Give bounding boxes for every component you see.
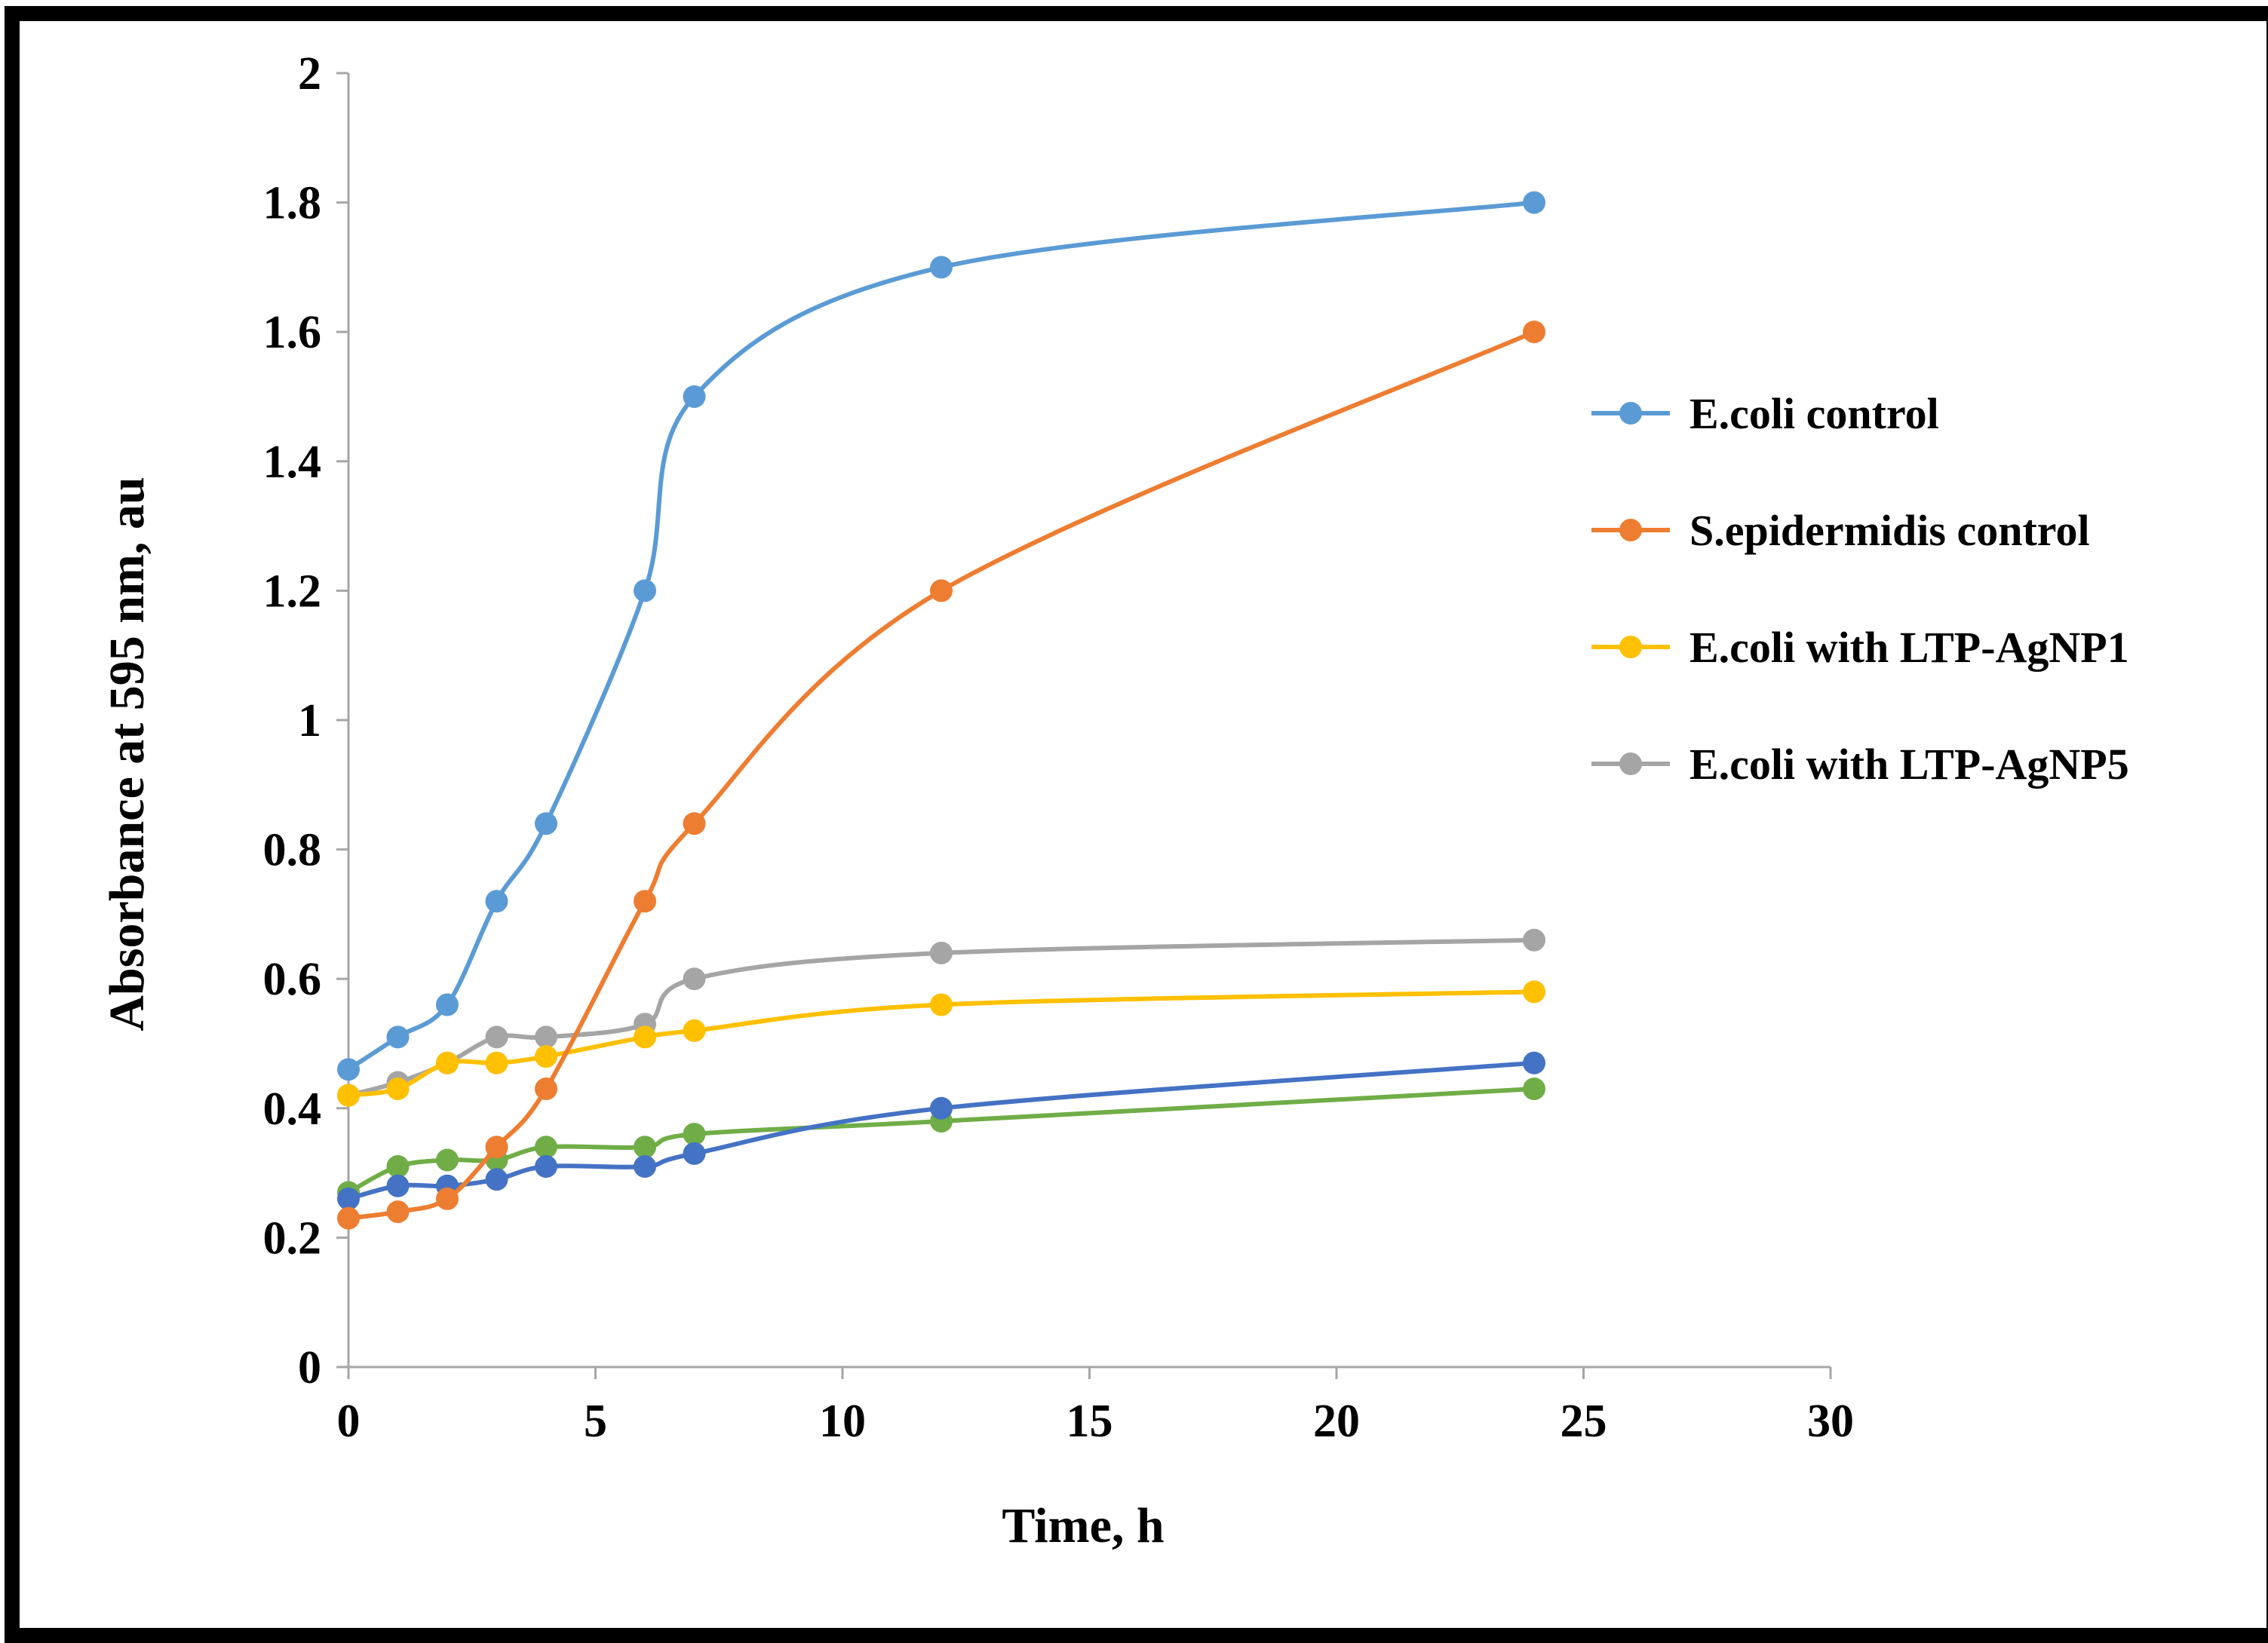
data-point: [683, 1019, 706, 1042]
data-point: [1523, 928, 1545, 952]
data-point: [485, 1051, 508, 1074]
data-point: [535, 812, 557, 835]
data-point: [930, 941, 953, 964]
series-line: [346, 330, 1536, 1221]
legend-marker: [1619, 753, 1642, 775]
data-point: [337, 1187, 360, 1210]
legend-marker: [1619, 636, 1642, 658]
y-tick-label: 0.2: [263, 1212, 322, 1264]
data-point: [683, 1123, 706, 1146]
x-tick-label: 25: [1561, 1396, 1607, 1447]
data-point: [535, 1045, 557, 1068]
chart-axes: 00.20.40.60.811.21.41.61.820 5 10 15 20 25 30: [263, 48, 1855, 1447]
series-1: [337, 191, 1545, 1081]
data-point: [634, 890, 656, 913]
legend-label: E.coli with LTP-AgNP1: [1689, 623, 2129, 672]
series-3: [337, 980, 1545, 1107]
data-point: [634, 1025, 656, 1049]
data-point: [634, 1155, 656, 1179]
data-point: [634, 1136, 656, 1159]
data-point: [436, 1051, 459, 1074]
x-tick-label: 0: [337, 1396, 361, 1447]
data-point: [1523, 191, 1545, 214]
legend-item: E.coli with LTP-AgNP5: [1591, 740, 2129, 789]
series-5: [337, 1051, 1545, 1210]
data-point: [386, 1174, 410, 1197]
data-point: [1523, 1077, 1545, 1101]
data-point: [634, 579, 656, 602]
series-4: [337, 928, 1545, 1107]
data-point: [683, 967, 706, 991]
y-tick-label: 1: [298, 695, 321, 746]
data-point: [683, 1142, 706, 1165]
data-point: [535, 1136, 557, 1159]
y-axis-title: Absorbance at 595 nm, au: [100, 477, 155, 1031]
data-point: [1523, 1051, 1545, 1074]
data-point: [485, 1168, 508, 1191]
y-tick-label: 0: [298, 1342, 321, 1393]
data-point: [1523, 320, 1545, 344]
data-point: [485, 1025, 508, 1049]
x-tick-label: 10: [819, 1396, 866, 1447]
data-point: [436, 1187, 459, 1210]
x-axis-title: Time, h: [1002, 1498, 1164, 1553]
data-point: [930, 579, 953, 602]
data-point: [535, 1077, 557, 1101]
x-tick-label: 15: [1066, 1396, 1113, 1447]
x-tick-label: 30: [1807, 1396, 1854, 1447]
chart-series: [337, 191, 1545, 1230]
legend-item: E.coli control: [1591, 389, 1939, 438]
data-point: [386, 1155, 410, 1179]
legend-label: E.coli control: [1689, 389, 1939, 438]
legend-item: E.coli with LTP-AgNP1: [1591, 623, 2129, 672]
chart-legend: E.coli control S.epidermidis control E.col…: [1591, 389, 2129, 789]
y-tick-label: 0.4: [263, 1084, 322, 1135]
data-point: [1523, 980, 1545, 1004]
data-point: [337, 1206, 360, 1230]
x-tick-label: 5: [584, 1396, 607, 1447]
data-point: [436, 993, 459, 1016]
legend-label: S.epidermidis control: [1689, 506, 2090, 555]
legend-label: E.coli with LTP-AgNP5: [1689, 740, 2129, 789]
legend-marker: [1619, 519, 1642, 541]
data-point: [485, 1136, 508, 1159]
data-point: [386, 1025, 410, 1049]
series-6: [337, 1077, 1545, 1204]
data-point: [683, 812, 706, 835]
data-point: [930, 1096, 953, 1120]
data-point: [436, 1148, 459, 1172]
series-2: [337, 320, 1545, 1230]
y-tick-label: 1.2: [263, 566, 322, 617]
data-point: [930, 993, 953, 1016]
y-tick-label: 1.8: [263, 178, 322, 229]
data-point: [386, 1200, 410, 1224]
data-point: [337, 1058, 360, 1081]
data-point: [485, 890, 508, 913]
data-point: [535, 1025, 557, 1049]
legend-marker: [1619, 402, 1642, 425]
data-point: [386, 1077, 410, 1101]
data-point: [535, 1155, 557, 1179]
data-point: [930, 256, 953, 279]
y-tick-label: 1.6: [263, 307, 322, 358]
y-tick-label: 0.8: [263, 825, 322, 876]
series-line: [346, 200, 1536, 1072]
data-point: [683, 385, 706, 408]
y-tick-label: 2: [298, 48, 321, 100]
y-tick-label: 0.6: [263, 954, 322, 1005]
data-point: [337, 1084, 360, 1107]
y-tick-label: 1.4: [263, 437, 322, 488]
legend-item: S.epidermidis control: [1591, 506, 2090, 555]
x-tick-label: 20: [1313, 1396, 1360, 1447]
